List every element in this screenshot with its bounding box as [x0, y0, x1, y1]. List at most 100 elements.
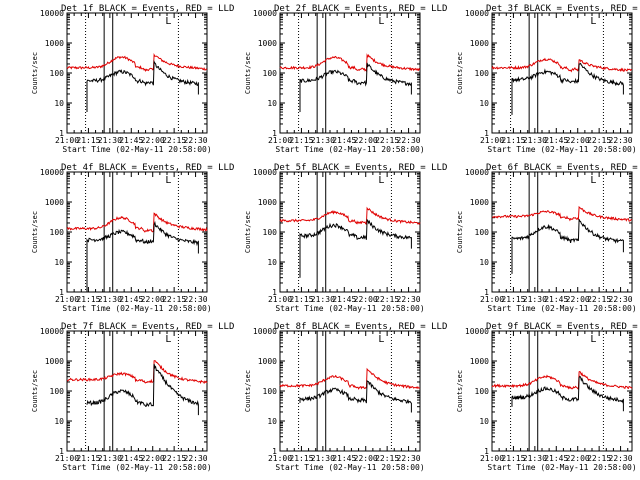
x-tick-label: 21:30 — [98, 454, 122, 463]
x-tick-label: 21:45 — [332, 295, 356, 304]
y-tick-label: 1000 — [45, 39, 64, 48]
x-tick-label: 21:15 — [501, 454, 525, 463]
y-tick-label: 10000 — [253, 327, 277, 336]
x-tick-label: 22:30 — [609, 454, 633, 463]
x-tick-label: 21:45 — [544, 295, 568, 304]
y-tick-label: 10000 — [465, 9, 489, 18]
y-tick-label: 1000 — [470, 39, 489, 48]
x-tick-label: 21:00 — [55, 454, 79, 463]
x-tick-label: 22:30 — [397, 136, 421, 145]
y-tick-label: 10 — [54, 99, 64, 108]
x-tick-label: 21:45 — [119, 295, 143, 304]
y-tick-label: 10000 — [253, 168, 277, 177]
panel-4: Det 4f BLACK = Events, RED = LLD 1 10 100 10… — [31, 163, 234, 313]
x-tick-label: 22:15 — [162, 295, 186, 304]
events-series-line — [299, 62, 412, 112]
x-tick-label: 22:30 — [184, 454, 208, 463]
y-tick-label: 10000 — [253, 9, 277, 18]
x-tick-label: 21:45 — [119, 454, 143, 463]
x-tick-label: 22:15 — [375, 454, 399, 463]
lld-series-line — [279, 367, 421, 390]
x-tick-label: 21:45 — [119, 136, 143, 145]
y-tick-label: 1000 — [258, 198, 277, 207]
x-tick-label: 22:15 — [587, 295, 611, 304]
x-tick-label: 21:15 — [76, 295, 100, 304]
y-tick-label: 1000 — [258, 39, 277, 48]
y-tick-label: 1 — [59, 129, 64, 138]
panel-title: Det 7f BLACK = Events, RED = LLD — [61, 322, 234, 332]
y-axis-label: Counts/sec — [31, 370, 39, 412]
panel-8: Det 8f BLACK = Events, RED = LLD 1 10 100 10… — [244, 322, 447, 472]
x-tick-label: 21:45 — [332, 454, 356, 463]
y-tick-label: 1 — [59, 447, 64, 456]
x-axis-label: Start Time (02-May-11 20:58:00) — [487, 463, 636, 472]
x-axis-label: Start Time (02-May-11 20:58:00) — [62, 145, 211, 154]
x-tick-label: 21:00 — [480, 136, 504, 145]
y-tick-label: 10000 — [465, 327, 489, 336]
y-tick-label: 10000 — [465, 168, 489, 177]
x-tick-label: 22:00 — [141, 295, 165, 304]
y-tick-label: 1000 — [470, 357, 489, 366]
events-series-line — [86, 220, 199, 292]
lld-series-line — [491, 205, 633, 222]
y-tick-label: 1000 — [45, 198, 64, 207]
plot-frame — [66, 12, 208, 134]
y-tick-label: 100 — [263, 228, 278, 237]
marker-label: L — [165, 334, 171, 345]
y-tick-label: 10 — [479, 258, 489, 267]
panel-title: Det 1f BLACK = Events, RED = LLD — [61, 4, 234, 14]
x-tick-label: 22:00 — [566, 454, 590, 463]
x-tick-label: 21:00 — [55, 136, 79, 145]
x-tick-label: 22:30 — [397, 454, 421, 463]
lld-series-line — [66, 53, 208, 72]
x-tick-label: 21:45 — [332, 136, 356, 145]
panel-1: Det 1f BLACK = Events, RED = LLD 1 10 100 10… — [31, 4, 234, 154]
x-axis-label: Start Time (02-May-11 20:58:00) — [487, 304, 636, 313]
x-tick-label: 21:00 — [55, 295, 79, 304]
marker-label: L — [378, 334, 384, 345]
plot-frame — [279, 12, 421, 134]
panel-3: Det 3f BLACK = Events, RED = LLD 1 10 100 10… — [456, 4, 640, 154]
events-series-line — [511, 219, 624, 274]
x-tick-label: 22:30 — [609, 295, 633, 304]
x-axis-label: Start Time (02-May-11 20:58:00) — [275, 463, 424, 472]
x-tick-label: 21:00 — [268, 295, 292, 304]
x-tick-label: 21:30 — [523, 136, 547, 145]
x-tick-label: 21:15 — [289, 136, 313, 145]
marker-label: L — [590, 16, 596, 27]
y-tick-label: 1000 — [470, 198, 489, 207]
panel-title: Det 5f BLACK = Events, RED = LLD — [274, 163, 447, 173]
x-tick-label: 21:30 — [523, 454, 547, 463]
x-tick-label: 21:15 — [76, 136, 100, 145]
y-tick-label: 100 — [263, 69, 278, 78]
x-tick-label: 21:00 — [268, 136, 292, 145]
y-tick-label: 10000 — [40, 327, 64, 336]
panel-title: Det 4f BLACK = Events, RED = LLD — [61, 163, 234, 173]
events-series-line — [511, 62, 624, 115]
y-axis-label: Counts/sec — [456, 52, 464, 94]
panel-6: Det 6f BLACK = Events, RED = LLD 1 10 100 10… — [456, 163, 640, 313]
panel-5: Det 5f BLACK = Events, RED = LLD 1 10 100 10… — [244, 163, 447, 313]
y-tick-label: 1 — [484, 447, 489, 456]
y-axis-label: Counts/sec — [456, 211, 464, 253]
lld-series-line — [279, 53, 421, 73]
y-axis-label: Counts/sec — [31, 211, 39, 253]
x-tick-label: 22:30 — [609, 136, 633, 145]
y-tick-label: 100 — [475, 228, 490, 237]
x-tick-label: 21:00 — [268, 454, 292, 463]
y-tick-label: 10000 — [40, 9, 64, 18]
y-tick-label: 10 — [479, 417, 489, 426]
y-tick-label: 10 — [54, 417, 64, 426]
y-tick-label: 1 — [59, 288, 64, 297]
lld-series-line — [279, 206, 421, 226]
y-tick-label: 1 — [484, 288, 489, 297]
marker-label: L — [590, 175, 596, 186]
x-tick-label: 21:00 — [480, 295, 504, 304]
x-axis-label: Start Time (02-May-11 20:58:00) — [275, 304, 424, 313]
events-series-line — [511, 375, 624, 412]
y-axis-label: Counts/sec — [244, 211, 252, 253]
panel-2: Det 2f BLACK = Events, RED = LLD 1 10 100 10… — [244, 4, 447, 154]
x-tick-label: 21:15 — [289, 454, 313, 463]
x-tick-label: 21:15 — [289, 295, 313, 304]
